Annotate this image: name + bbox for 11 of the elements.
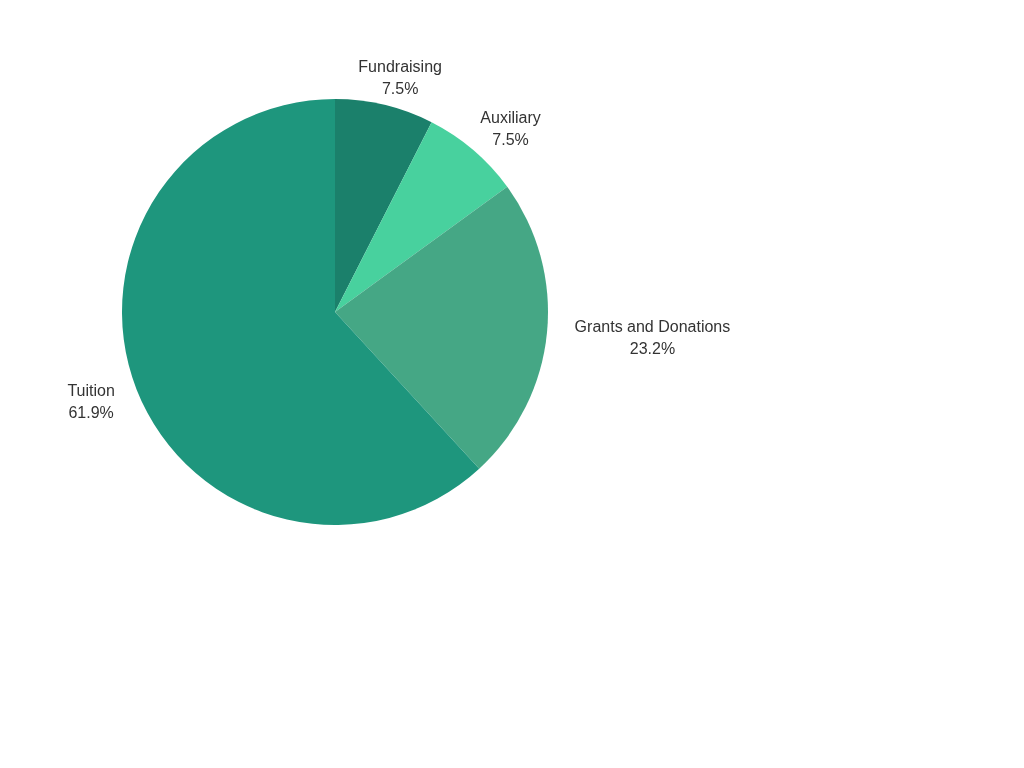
pie-slice [335, 99, 432, 312]
data-label: 23.2% [629, 339, 676, 357]
data-label: 61.9% [68, 404, 114, 422]
slice-label: Auxiliary [480, 109, 541, 127]
data-label: 7.5% [381, 79, 419, 97]
pie-slice [335, 186, 548, 469]
slice-label: Grants and Donations [574, 317, 731, 335]
slice-label: Tuition [67, 382, 115, 400]
data-label: 7.5% [492, 131, 529, 149]
pie-slice [122, 99, 480, 525]
slice-label: Fundraising [358, 57, 442, 75]
